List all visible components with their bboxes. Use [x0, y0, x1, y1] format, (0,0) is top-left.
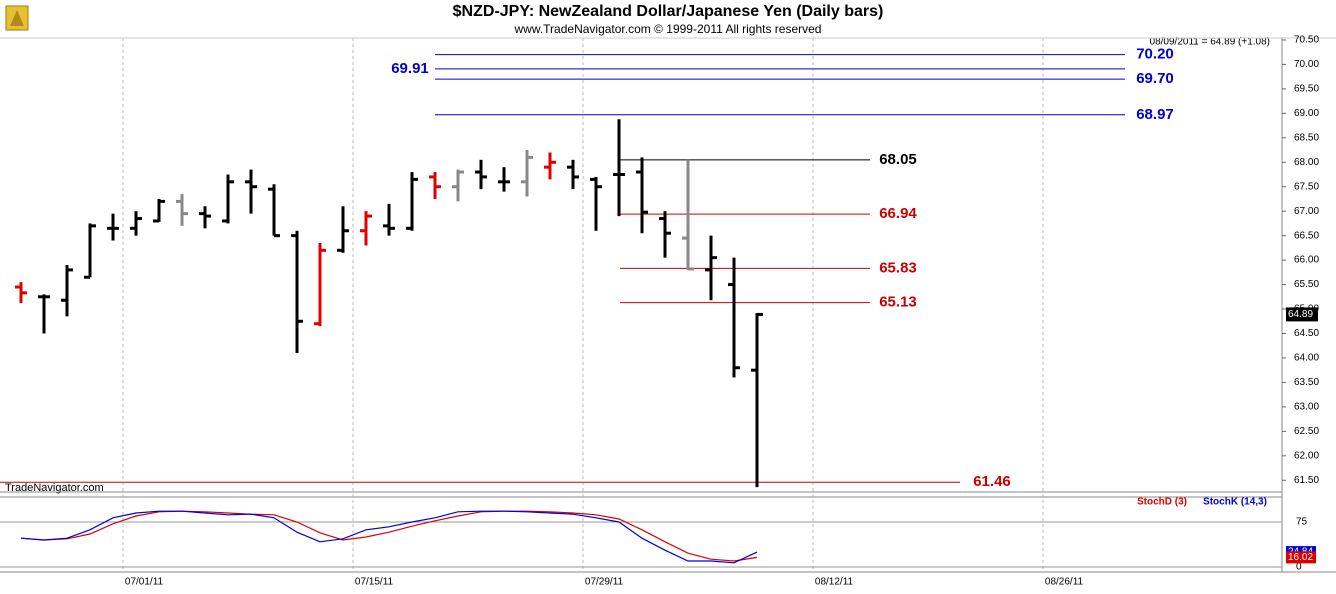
- y-tick-label: 63.50: [1294, 377, 1319, 388]
- level-label: 69.91: [391, 60, 429, 77]
- y-tick-label: 67.00: [1294, 206, 1319, 217]
- level-label: 70.20: [1136, 46, 1174, 63]
- y-tick-label: 0: [1296, 562, 1302, 573]
- y-tick-label: 68.50: [1294, 132, 1319, 143]
- y-tick-label: 70.00: [1294, 59, 1319, 70]
- last-price-box: [1286, 307, 1318, 322]
- y-tick-label: 62.50: [1294, 426, 1319, 437]
- last-quote: 08/09/2011 = 64.89 (+1.08): [1150, 37, 1270, 48]
- y-tick-label: 64.50: [1294, 328, 1319, 339]
- level-label: 66.94: [879, 205, 917, 222]
- legend-label: StochD (3): [1137, 497, 1187, 508]
- legend-label: StochK (14,3): [1203, 497, 1267, 508]
- y-tick-label: 61.50: [1294, 475, 1319, 486]
- x-tick-label: 07/01/11: [125, 577, 164, 588]
- y-tick-label: 64.00: [1294, 353, 1319, 364]
- level-label: 68.05: [879, 151, 917, 168]
- level-label: 69.70: [1136, 70, 1174, 87]
- y-tick-label: 62.00: [1294, 450, 1319, 461]
- x-tick-label: 07/29/11: [585, 577, 624, 588]
- y-tick-label: 66.50: [1294, 230, 1319, 241]
- x-tick-label: 07/15/11: [355, 577, 394, 588]
- level-label: 65.13: [879, 294, 917, 311]
- stoch-line: [20, 510, 758, 562]
- y-tick-label: 67.50: [1294, 181, 1319, 192]
- level-label: 61.46: [973, 473, 1011, 490]
- y-tick-label: 75: [1296, 517, 1308, 528]
- logo: [5, 5, 29, 31]
- chart-subtitle: www.TradeNavigator.com © 1999-2011 All r…: [514, 22, 822, 36]
- y-tick-label: 63.00: [1294, 402, 1319, 413]
- stoch-line: [20, 510, 758, 564]
- last-value: 16.02: [1288, 552, 1313, 563]
- y-tick-label: 65.50: [1294, 279, 1319, 290]
- chart-title: $NZD-JPY: NewZealand Dollar/Japanese Yen…: [453, 3, 884, 20]
- legend: StochD (3) StochK (14,3): [1137, 497, 1267, 508]
- level-label: 65.83: [879, 259, 917, 276]
- level-label: 68.97: [1136, 106, 1174, 123]
- y-tick-label: 66.00: [1294, 255, 1319, 266]
- x-tick-label: 08/26/11: [1045, 577, 1084, 588]
- x-tick-label: 08/12/11: [815, 577, 854, 588]
- y-tick-label: 70.50: [1294, 35, 1319, 46]
- y-tick-label: 69.50: [1294, 84, 1319, 95]
- last-value-box: [1286, 551, 1316, 564]
- watermark: TradeNavigator.com: [5, 482, 104, 494]
- y-tick-label: 69.00: [1294, 108, 1319, 119]
- last-price: 64.89: [1288, 309, 1313, 320]
- y-tick-label: 68.00: [1294, 157, 1319, 168]
